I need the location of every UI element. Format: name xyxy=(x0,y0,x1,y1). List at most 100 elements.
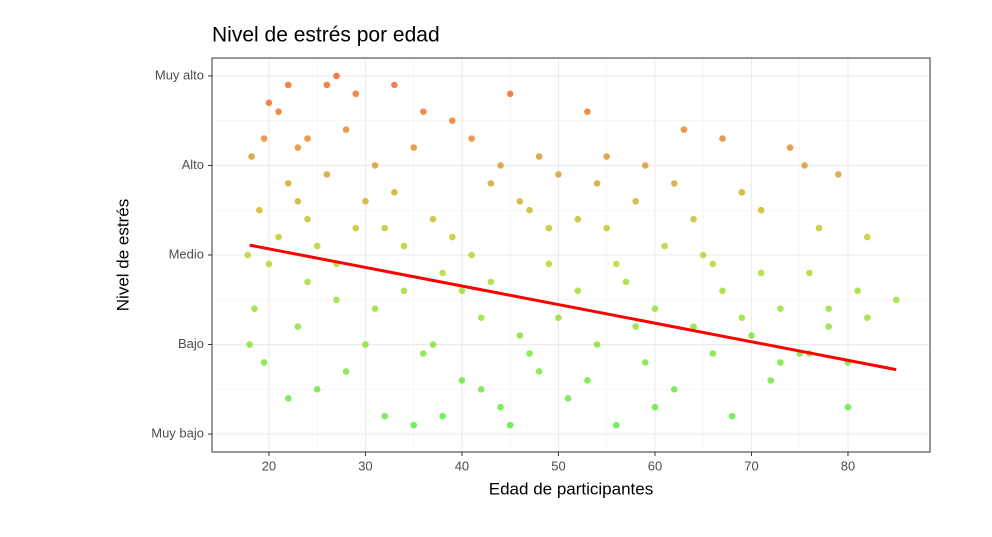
point xyxy=(410,144,417,151)
point xyxy=(844,403,852,411)
point xyxy=(535,153,543,160)
point xyxy=(304,215,311,223)
trend-line xyxy=(249,243,897,372)
point xyxy=(526,350,533,357)
point xyxy=(448,233,456,241)
point xyxy=(728,412,736,420)
point xyxy=(313,242,321,250)
y-tick-label: Medio xyxy=(169,246,204,261)
point xyxy=(719,135,726,142)
point xyxy=(892,296,900,304)
point xyxy=(458,377,466,384)
point xyxy=(806,269,813,277)
point xyxy=(342,126,350,133)
point xyxy=(613,421,620,429)
x-tick-label: 20 xyxy=(262,458,276,473)
point xyxy=(835,171,842,178)
point xyxy=(757,206,765,214)
point xyxy=(391,189,398,196)
point xyxy=(613,260,620,268)
x-tick-label: 60 xyxy=(648,458,662,473)
point xyxy=(680,126,688,133)
point xyxy=(429,341,437,348)
point xyxy=(651,305,659,313)
point xyxy=(506,90,514,98)
y-tick-label: Muy alto xyxy=(155,67,204,82)
point xyxy=(593,341,601,348)
point xyxy=(497,162,504,169)
point xyxy=(748,332,755,339)
point xyxy=(555,171,562,178)
point xyxy=(863,233,871,241)
point xyxy=(545,224,553,232)
point xyxy=(371,305,379,313)
point xyxy=(661,242,668,250)
point xyxy=(468,251,475,259)
point xyxy=(786,144,794,151)
point xyxy=(448,117,456,124)
point xyxy=(313,386,321,393)
x-tick-label: 30 xyxy=(358,458,372,473)
point xyxy=(690,215,697,223)
point xyxy=(381,412,389,420)
point xyxy=(323,81,331,89)
point xyxy=(284,394,292,402)
point xyxy=(362,197,369,205)
point xyxy=(342,368,350,375)
point xyxy=(738,189,746,196)
point xyxy=(863,314,871,321)
point xyxy=(777,305,784,313)
chart-title: Nivel de estrés por edad xyxy=(212,24,440,47)
point xyxy=(555,314,562,321)
point xyxy=(352,90,360,98)
point xyxy=(275,233,282,241)
point xyxy=(777,359,784,366)
point xyxy=(420,108,427,116)
point xyxy=(284,180,292,187)
point xyxy=(265,99,273,107)
point xyxy=(294,197,302,205)
point xyxy=(391,81,398,89)
point xyxy=(251,305,258,313)
point xyxy=(255,206,263,214)
point xyxy=(574,215,582,223)
x-tick-label: 40 xyxy=(455,458,469,473)
point xyxy=(420,350,427,357)
point xyxy=(854,287,861,295)
point xyxy=(284,81,292,89)
point xyxy=(767,377,775,384)
point xyxy=(670,386,678,393)
point xyxy=(246,341,253,348)
point xyxy=(400,242,408,250)
plot-border xyxy=(211,57,931,453)
point xyxy=(381,224,389,232)
point xyxy=(265,260,273,268)
y-tick-label: Muy bajo xyxy=(151,426,204,441)
point xyxy=(477,314,485,321)
point xyxy=(825,305,832,313)
point xyxy=(815,224,823,232)
point xyxy=(410,421,417,429)
point xyxy=(352,224,360,232)
point xyxy=(487,180,495,187)
point xyxy=(699,251,707,259)
point xyxy=(362,341,369,348)
point xyxy=(632,197,639,205)
x-axis-label: Edad de participantes xyxy=(489,479,653,498)
point xyxy=(429,215,437,223)
point xyxy=(622,278,630,286)
point xyxy=(304,278,311,286)
point xyxy=(642,359,649,366)
point xyxy=(506,421,514,429)
point xyxy=(323,171,331,178)
point xyxy=(757,269,765,277)
point xyxy=(260,359,268,366)
x-tick-label: 50 xyxy=(551,458,565,473)
point xyxy=(400,287,408,295)
point xyxy=(709,350,717,357)
point xyxy=(439,412,446,420)
point xyxy=(719,287,726,295)
